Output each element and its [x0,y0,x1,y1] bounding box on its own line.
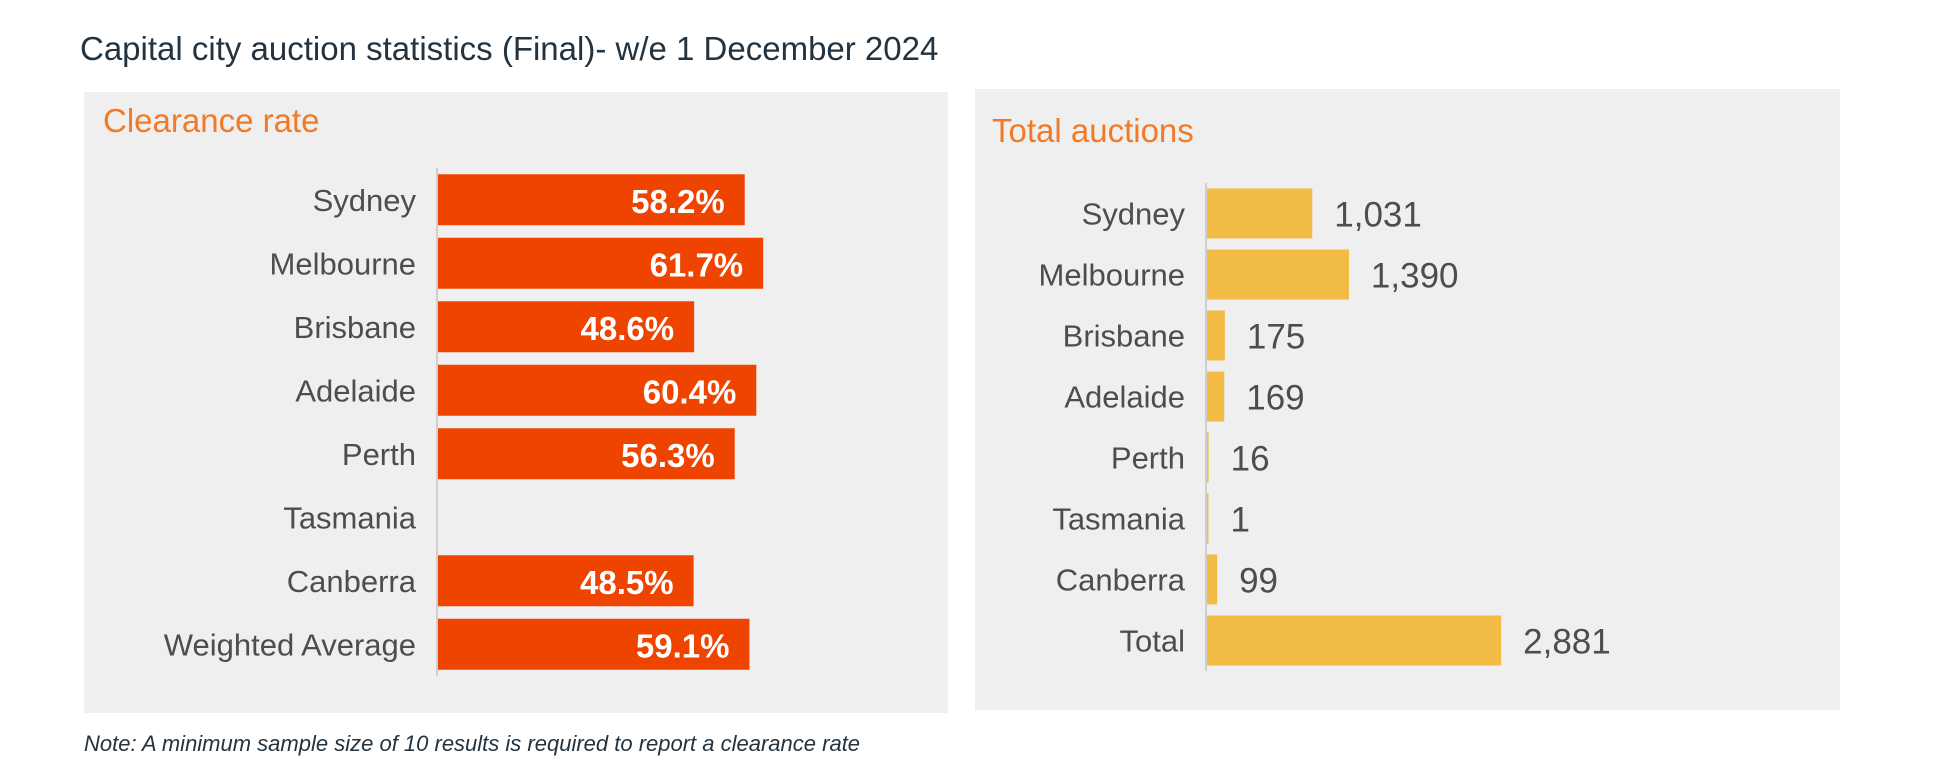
clearance-category-label-melbourne: Melbourne [270,246,416,281]
clearance-bar-weighted-average [438,618,750,670]
clearance-rate-title: Clearance rate [103,102,320,139]
auctions-bar-tasmania [1207,493,1209,544]
auctions-bar-total [1207,615,1502,666]
clearance-category-label-canberra: Canberra [287,564,417,599]
auctions-bar-adelaide [1207,371,1225,422]
auctions-category-label-canberra: Canberra [1056,563,1186,598]
total-auctions-panel: Total auctions Sydney 1,031 Melbourne 1,390… [975,89,1840,710]
auctions-category-label-melbourne: Melbourne [1039,258,1185,293]
clearance-category-label-adelaide: Adelaide [295,373,416,408]
clearance-data-label-adelaide: 60.4% [643,373,737,410]
auctions-bar-canberra [1207,554,1218,605]
auctions-bar-perth [1207,432,1209,483]
auctions-category-label-brisbane: Brisbane [1063,319,1185,354]
auctions-data-label-perth: 16 [1231,440,1270,479]
auctions-data-label-sydney: 1,031 [1334,196,1422,235]
clearance-bar-adelaide [438,364,757,416]
total-auctions-chart: Sydney 1,031 Melbourne 1,390 Brisbane 175 Adel… [1039,183,1611,671]
clearance-category-label-brisbane: Brisbane [294,310,416,345]
clearance-data-label-weighted-average: 59.1% [636,627,730,664]
auctions-data-label-canberra: 99 [1239,562,1278,601]
clearance-bar-perth [438,428,735,480]
clearance-bar-sydney [438,174,745,226]
page-title: Capital city auction statistics (Final)-… [80,30,939,67]
clearance-data-label-canberra: 48.5% [580,564,674,601]
auctions-data-label-adelaide: 169 [1246,379,1304,418]
auctions-category-label-tasmania: Tasmania [1052,502,1185,537]
auctions-category-label-adelaide: Adelaide [1064,380,1185,415]
auctions-bar-brisbane [1207,310,1225,361]
clearance-category-label-weighted-average: Weighted Average [164,627,416,662]
clearance-rate-chart: Sydney 58.2% Melbourne 61.7% Brisbane 48.6% Ad… [164,168,764,676]
auctions-bar-sydney [1207,188,1313,239]
auctions-category-label-total: Total [1120,624,1185,659]
total-auctions-title: Total auctions [992,112,1194,149]
clearance-bar-canberra [438,555,694,607]
clearance-bar-brisbane [438,301,695,353]
clearance-data-label-perth: 56.3% [621,437,715,474]
auctions-data-label-melbourne: 1,390 [1371,257,1459,296]
clearance-category-label-sydney: Sydney [313,183,417,218]
clearance-data-label-sydney: 58.2% [631,183,725,220]
auctions-data-label-brisbane: 175 [1247,318,1305,357]
auctions-data-label-total: 2,881 [1523,623,1611,662]
auctions-category-label-sydney: Sydney [1082,197,1186,232]
auctions-data-label-tasmania: 1 [1231,501,1250,540]
auctions-category-label-perth: Perth [1111,441,1185,476]
clearance-category-label-perth: Perth [342,437,416,472]
clearance-category-label-tasmania: Tasmania [283,500,416,535]
clearance-data-label-melbourne: 61.7% [650,246,744,283]
clearance-rate-panel: Clearance rate Sydney 58.2% Melbourne 61.7%… [84,92,948,713]
clearance-data-label-brisbane: 48.6% [581,310,675,347]
footnote: Note: A minimum sample size of 10 result… [84,731,861,756]
clearance-bar-melbourne [438,237,764,289]
auctions-bar-melbourne [1207,249,1349,300]
